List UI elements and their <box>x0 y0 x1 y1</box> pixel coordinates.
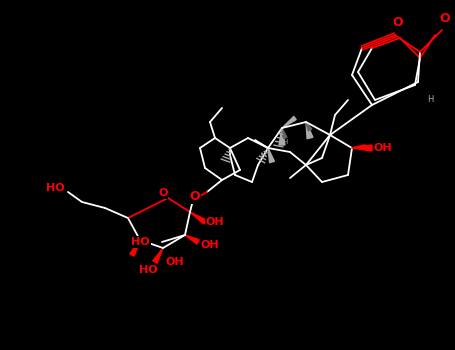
Text: OH: OH <box>374 143 392 153</box>
Polygon shape <box>185 235 199 244</box>
Text: OH: OH <box>206 217 224 227</box>
Polygon shape <box>190 212 207 224</box>
Text: HO: HO <box>131 237 150 247</box>
Text: H: H <box>427 96 433 105</box>
Text: H: H <box>260 152 266 158</box>
Polygon shape <box>130 240 140 256</box>
Text: O: O <box>440 12 450 24</box>
Polygon shape <box>306 122 313 139</box>
Polygon shape <box>153 248 163 263</box>
Text: HO: HO <box>46 183 64 193</box>
Text: O: O <box>190 190 200 203</box>
Text: H: H <box>283 139 288 145</box>
Polygon shape <box>282 117 296 128</box>
Text: OH: OH <box>166 257 184 267</box>
Text: O: O <box>158 188 168 198</box>
Text: O: O <box>393 15 403 28</box>
Polygon shape <box>268 148 274 163</box>
Text: OH: OH <box>201 240 219 250</box>
Polygon shape <box>282 128 287 139</box>
Text: HO: HO <box>139 265 157 275</box>
Polygon shape <box>352 145 372 151</box>
Polygon shape <box>306 122 312 131</box>
Polygon shape <box>279 128 285 145</box>
